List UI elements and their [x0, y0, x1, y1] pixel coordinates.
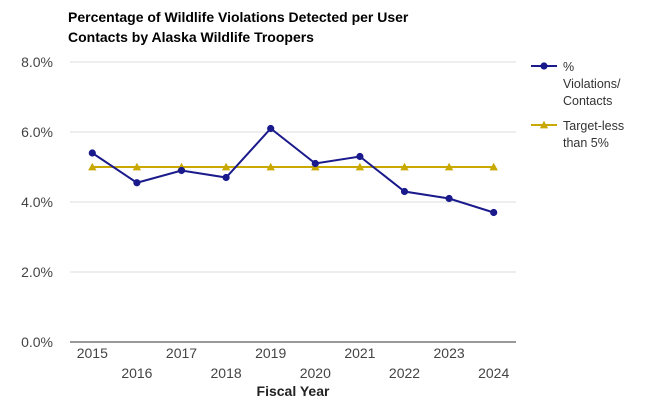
y-tick-label: 6.0%	[21, 124, 53, 140]
series-0	[88, 124, 498, 217]
data-point	[132, 162, 142, 171]
series-1	[88, 162, 498, 171]
data-point	[133, 179, 141, 187]
y-tick-label: 2.0%	[21, 264, 53, 280]
data-point	[177, 166, 186, 175]
data-point	[88, 149, 96, 157]
legend-label: Contacts	[563, 94, 612, 108]
legend-label: than 5%	[563, 136, 609, 150]
data-point	[355, 162, 365, 171]
series-group	[88, 124, 498, 217]
data-point	[266, 162, 275, 171]
axes: 2015 2016 2017 2018 2019 2020 2021 2022 2023 2024	[70, 341, 516, 381]
data-point	[400, 187, 409, 196]
x-tick-label: 2016	[121, 365, 152, 381]
legend-item: Target-less than 5%	[531, 119, 624, 150]
legend: % Violations/Contacts Target-less than 5%	[531, 60, 624, 150]
x-tick-label: 2020	[300, 365, 331, 381]
data-point	[490, 208, 498, 217]
data-point	[444, 162, 454, 171]
data-point	[400, 162, 409, 171]
series-line	[91, 127, 494, 214]
x-tick-label: 2024	[478, 365, 509, 381]
data-point	[88, 162, 97, 171]
data-point	[445, 194, 453, 203]
legend-marker	[540, 62, 548, 70]
chart-title: Percentage of Wildlife Violations Detect…	[68, 9, 409, 45]
y-tick-label: 0.0%	[21, 334, 53, 350]
data-point	[311, 159, 319, 168]
x-tick-label: 2021	[344, 345, 375, 361]
x-tick-label: 2018	[211, 365, 242, 381]
data-point	[221, 162, 231, 171]
x-tick-label: 2015	[77, 345, 108, 361]
data-point	[267, 124, 275, 133]
y-tick-label: 4.0%	[21, 194, 53, 210]
data-point	[489, 162, 498, 171]
x-tick-label: 2017	[166, 345, 197, 361]
chart-title-line-2: Contacts by Alaska Wildlife Troopers	[68, 29, 314, 45]
data-point	[222, 173, 230, 182]
data-point	[356, 152, 364, 161]
chart-title-line-1: Percentage of Wildlife Violations Detect…	[68, 9, 409, 25]
gridlines: 0.0% 2.0% 4.0% 6.0% 8.0%	[21, 54, 516, 350]
legend-label: %	[563, 60, 574, 74]
x-axis-title: Fiscal Year	[257, 383, 330, 399]
legend-label: Violations/	[563, 77, 621, 91]
x-tick-label: 2019	[255, 345, 286, 361]
legend-item: % Violations/Contacts	[531, 60, 621, 108]
x-tick-label: 2023	[434, 345, 465, 361]
x-tick-label: 2022	[389, 365, 420, 381]
y-tick-label: 8.0%	[21, 54, 53, 70]
legend-label: Target-less	[563, 119, 624, 133]
legend-marker	[539, 120, 549, 129]
